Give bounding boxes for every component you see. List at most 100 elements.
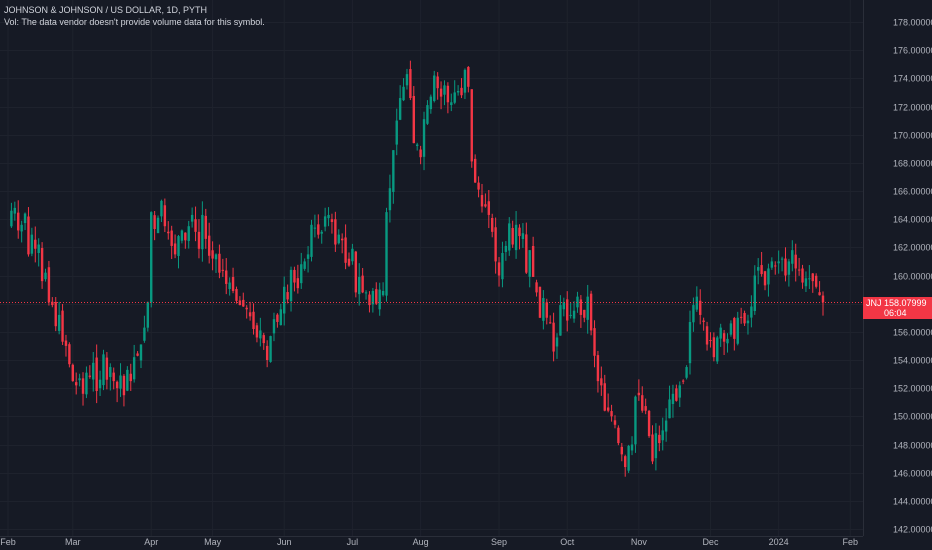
candle: [555, 333, 559, 359]
candle: [763, 270, 767, 291]
candle: [712, 332, 716, 362]
candle: [306, 246, 310, 273]
time-tick-label: Oct: [560, 537, 575, 547]
candle: [767, 263, 770, 297]
price-tick-label: 174.00000: [893, 74, 932, 84]
candle: [811, 272, 814, 293]
candle: [583, 309, 586, 323]
candle: [620, 442, 623, 462]
price-tick-label: 172.00000: [893, 103, 932, 113]
candle: [644, 398, 647, 415]
candle: [664, 408, 668, 442]
candle: [105, 352, 109, 390]
candle: [409, 60, 412, 101]
candle: [170, 225, 173, 260]
time-axis[interactable]: Feb Mar Apr May Jun Jul Aug Sep Oct Nov Dec 2024 Feb: [0, 537, 858, 547]
candle: [269, 335, 272, 363]
candle: [484, 193, 487, 208]
candle: [129, 363, 132, 391]
price-tick-label: 168.00000: [893, 159, 932, 169]
candle: [538, 286, 542, 319]
candle: [358, 263, 361, 306]
chart-legend: JOHNSON & JOHNSON / US DOLLAR, 1D, PYTH …: [4, 4, 265, 28]
candle: [695, 286, 699, 312]
candle: [61, 303, 64, 346]
candle: [300, 252, 303, 289]
candle: [88, 365, 92, 379]
candle: [78, 373, 81, 387]
candle: [576, 291, 579, 313]
candle: [569, 302, 572, 319]
candle: [467, 66, 470, 93]
candle: [624, 454, 627, 477]
candle: [334, 211, 337, 252]
candle: [548, 315, 552, 324]
candle: [470, 89, 473, 168]
candle: [398, 85, 402, 121]
candle: [286, 284, 289, 304]
candle: [589, 290, 593, 336]
candle: [13, 201, 17, 221]
candle: [671, 384, 675, 418]
price-tick-label: 146.00000: [893, 469, 932, 479]
candle: [150, 211, 153, 308]
price-tick-label: 148.00000: [893, 441, 932, 451]
candle: [177, 234, 180, 269]
candle: [641, 386, 644, 413]
candle: [34, 226, 37, 263]
symbol-title[interactable]: JOHNSON & JOHNSON / US DOLLAR, 1D, PYTH: [4, 5, 208, 15]
candle: [37, 238, 40, 267]
price-tick-label: 152.00000: [893, 384, 932, 394]
candle: [160, 199, 163, 223]
candle: [719, 323, 722, 347]
candle: [535, 279, 538, 297]
time-tick-label: Feb: [843, 537, 859, 547]
candle: [378, 282, 381, 316]
time-tick-label: Jun: [277, 537, 292, 547]
candle: [637, 379, 641, 401]
candle: [726, 333, 729, 353]
candle: [136, 351, 139, 357]
candle: [439, 81, 443, 110]
candle: [167, 221, 170, 240]
candle: [187, 220, 190, 249]
candle: [617, 425, 620, 446]
candle: [351, 243, 354, 265]
candle: [361, 268, 364, 294]
candle: [201, 201, 204, 262]
candle: [405, 68, 409, 90]
candle: [791, 240, 794, 272]
candle: [531, 236, 535, 278]
candle: [630, 436, 634, 456]
candle: [126, 366, 129, 392]
candle: [419, 145, 422, 165]
candle: [692, 297, 695, 332]
candle: [668, 385, 671, 419]
candle: [388, 174, 392, 223]
price-tick-label: 150.00000: [893, 412, 932, 422]
time-tick-label: Nov: [631, 537, 648, 547]
candle: [746, 314, 750, 335]
candle: [818, 281, 821, 296]
candle: [722, 330, 726, 355]
candle: [64, 334, 68, 357]
candle: [450, 93, 453, 112]
candle: [627, 444, 630, 473]
candle: [235, 286, 238, 304]
price-tick-label: 160.00000: [893, 272, 932, 282]
candle: [276, 313, 279, 328]
candle: [446, 82, 450, 114]
price-tick-label: 176.00000: [893, 46, 932, 56]
candle: [143, 315, 146, 343]
candle: [71, 363, 74, 382]
candle: [702, 317, 705, 331]
candle: [180, 229, 184, 244]
candle: [337, 229, 340, 245]
candle: [303, 258, 306, 271]
candle: [214, 253, 218, 273]
candle: [681, 379, 685, 385]
price-tag-countdown: 06:04: [884, 307, 907, 318]
candle: [750, 295, 753, 328]
candle: [27, 207, 30, 257]
